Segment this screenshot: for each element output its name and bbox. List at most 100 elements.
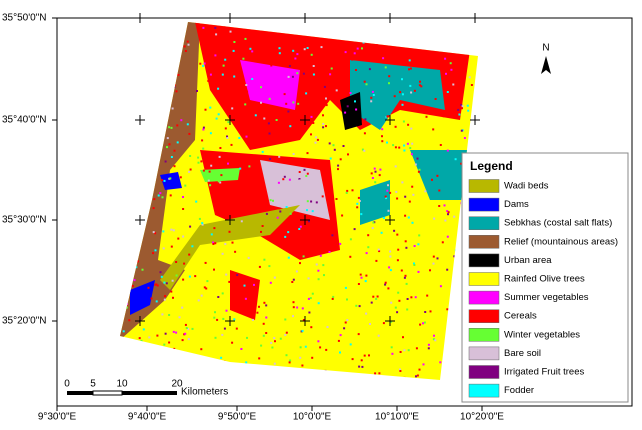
- land-speck: [296, 306, 299, 309]
- land-speck: [226, 94, 229, 96]
- land-speck: [255, 112, 258, 115]
- land-speck: [316, 213, 319, 215]
- land-speck: [393, 229, 396, 232]
- land-speck: [214, 336, 217, 339]
- land-speck: [322, 122, 325, 125]
- land-speck: [140, 339, 143, 342]
- land-speck: [363, 80, 366, 83]
- land-speck: [224, 127, 227, 130]
- land-patch: [260, 160, 330, 220]
- land-speck: [461, 107, 463, 110]
- land-speck: [446, 268, 449, 271]
- land-speck: [418, 84, 421, 87]
- land-speck: [436, 174, 439, 177]
- land-speck: [299, 248, 302, 251]
- land-speck: [406, 308, 409, 311]
- land-speck: [382, 322, 385, 325]
- land-speck: [460, 162, 463, 165]
- land-speck: [447, 211, 450, 214]
- land-speck: [202, 169, 205, 172]
- land-speck: [230, 43, 233, 46]
- land-speck: [182, 196, 184, 198]
- land-speck: [198, 217, 201, 220]
- land-speck: [341, 50, 344, 53]
- land-speck: [291, 75, 294, 78]
- land-speck: [417, 170, 420, 173]
- land-speck: [371, 90, 374, 93]
- land-speck: [236, 274, 239, 276]
- land-speck: [223, 78, 226, 81]
- land-speck: [265, 316, 268, 319]
- land-speck: [176, 141, 179, 144]
- legend-swatch: [468, 346, 500, 361]
- land-speck: [380, 231, 383, 234]
- land-speck: [278, 155, 281, 158]
- land-speck: [166, 137, 169, 140]
- land-speck: [444, 57, 447, 60]
- land-speck: [404, 214, 407, 217]
- legend-label: Bare soil: [504, 348, 541, 359]
- land-speck: [223, 26, 226, 29]
- land-speck: [233, 75, 236, 78]
- land-speck: [387, 209, 390, 212]
- land-speck: [389, 269, 392, 272]
- land-speck: [356, 47, 359, 50]
- land-speck: [400, 269, 403, 272]
- land-speck: [303, 106, 306, 109]
- legend-swatch: [468, 309, 500, 323]
- land-speck: [312, 73, 315, 76]
- land-speck: [288, 361, 291, 364]
- land-speck: [363, 354, 366, 357]
- land-speck: [312, 65, 315, 67]
- north-arrow: N: [541, 43, 551, 74]
- land-speck: [312, 122, 315, 124]
- land-speck: [187, 43, 190, 46]
- land-speck: [135, 266, 138, 269]
- land-speck: [272, 199, 274, 202]
- land-speck: [449, 89, 452, 92]
- land-speck: [399, 91, 402, 94]
- land-speck: [189, 225, 192, 228]
- land-speck: [358, 365, 361, 368]
- land-speck: [214, 242, 217, 245]
- land-speck: [291, 281, 294, 283]
- land-speck: [181, 339, 184, 342]
- land-speck: [214, 26, 217, 29]
- land-speck: [445, 72, 447, 75]
- land-speck: [284, 334, 287, 336]
- land-speck: [163, 298, 166, 301]
- land-speck: [141, 268, 144, 271]
- land-speck: [267, 122, 270, 125]
- land-speck: [271, 346, 274, 349]
- land-speck: [449, 62, 452, 65]
- land-speck: [329, 73, 332, 76]
- land-speck: [341, 214, 344, 217]
- land-speck: [397, 248, 400, 251]
- land-speck: [184, 332, 187, 335]
- land-speck: [161, 313, 164, 316]
- land-speck: [399, 351, 402, 353]
- land-speck: [301, 242, 304, 245]
- land-speck: [282, 159, 285, 162]
- land-speck: [389, 250, 392, 253]
- land-speck: [361, 365, 364, 368]
- land-speck: [458, 113, 461, 116]
- land-speck: [207, 79, 210, 82]
- land-speck: [453, 255, 456, 258]
- land-speck: [443, 204, 446, 207]
- land-speck: [209, 106, 212, 109]
- land-speck: [258, 305, 260, 308]
- land-speck: [205, 287, 208, 290]
- land-speck: [446, 235, 449, 238]
- land-speck: [388, 75, 391, 78]
- land-speck: [214, 311, 216, 314]
- land-speck: [414, 163, 417, 166]
- land-speck: [152, 207, 155, 210]
- land-speck: [337, 168, 339, 171]
- land-speck: [310, 115, 313, 118]
- land-speck: [285, 240, 288, 243]
- land-speck: [201, 223, 204, 226]
- land-speck: [260, 344, 263, 347]
- land-speck: [450, 68, 453, 71]
- land-speck: [188, 132, 191, 135]
